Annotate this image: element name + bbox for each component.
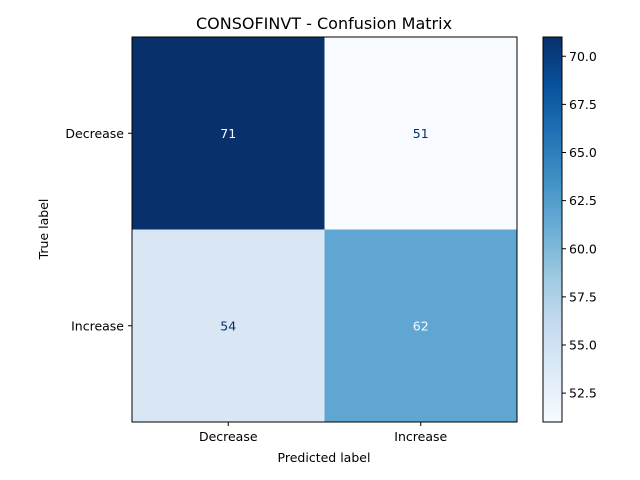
matrix-cell xyxy=(132,37,325,230)
cell-value-label: 51 xyxy=(413,126,429,141)
colorbar-tick-label: 57.5 xyxy=(569,289,597,304)
y-tick-label: Increase xyxy=(71,318,124,333)
cell-value-label: 54 xyxy=(220,318,236,333)
colorbar-tick-label: 62.5 xyxy=(569,193,597,208)
colorbar-tick-label: 65.0 xyxy=(569,145,597,160)
plot-frame xyxy=(131,36,518,423)
matrix-cell xyxy=(324,37,517,230)
colorbar-tick-label: 52.5 xyxy=(569,386,597,401)
x-tick-label: Increase xyxy=(394,429,447,444)
matrix-cell xyxy=(132,229,325,422)
y-tick-label: Decrease xyxy=(65,126,124,141)
cell-value-label: 71 xyxy=(220,126,236,141)
cell-value-label: 62 xyxy=(413,318,429,333)
y-axis-ticks: Decrease Increase xyxy=(65,126,132,333)
colorbar-tick-label: 55.0 xyxy=(569,338,597,353)
matrix-cell xyxy=(324,229,517,422)
y-axis-label: True label xyxy=(36,199,51,261)
x-axis-label: Predicted label xyxy=(278,450,371,465)
x-tick-label: Decrease xyxy=(199,429,258,444)
colorbar-tick-label: 67.5 xyxy=(569,97,597,112)
colorbar-ticks: 52.5 55.0 57.5 60.0 62.5 65.0 67.5 70.0 xyxy=(562,49,597,401)
colorbar-tick-label: 60.0 xyxy=(569,241,597,256)
colorbar xyxy=(542,36,563,423)
matrix-cell-labels: 71 51 54 62 xyxy=(220,126,428,334)
matrix-cells xyxy=(132,37,517,422)
colorbar-tick-label: 70.0 xyxy=(569,49,597,64)
x-axis-ticks: Decrease Increase xyxy=(199,422,448,444)
chart-title: CONSOFINVT - Confusion Matrix xyxy=(196,14,452,33)
